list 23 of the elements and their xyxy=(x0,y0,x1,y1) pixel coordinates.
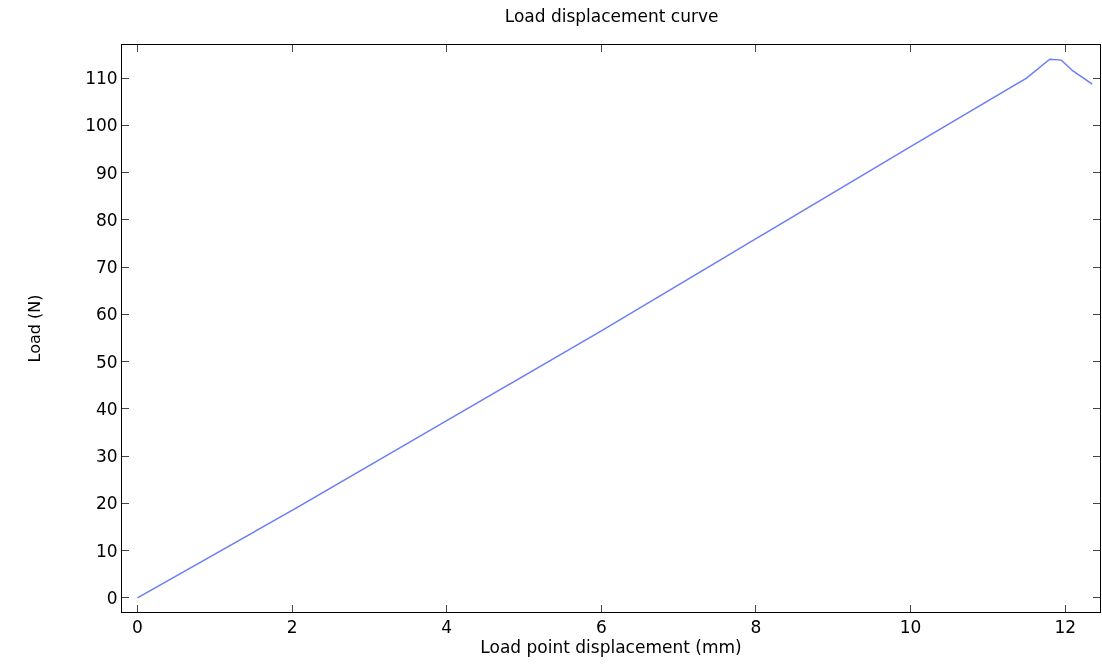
x-tick-label: 12 xyxy=(1054,617,1077,638)
x-tick-label: 10 xyxy=(899,617,922,638)
x-tick-label: 8 xyxy=(750,617,762,638)
y-tick-label: 60 xyxy=(95,304,118,325)
x-tick-label: 4 xyxy=(441,617,453,638)
x-axis-title: Load point displacement (mm) xyxy=(480,637,742,658)
line-series xyxy=(136,58,1094,599)
chart-title: Load displacement curve xyxy=(504,5,719,26)
y-tick-label: 70 xyxy=(95,257,118,278)
y-tick-label: 50 xyxy=(95,351,118,372)
x-tick-label: 6 xyxy=(595,617,607,638)
y-tick-label: 90 xyxy=(95,162,118,183)
y-axis-title: Load (N) xyxy=(25,294,45,363)
y-tick-label: 10 xyxy=(95,540,118,561)
x-tick-label: 2 xyxy=(286,617,298,638)
y-tick-label: 40 xyxy=(95,398,118,419)
y-tick-label: 20 xyxy=(95,493,118,514)
y-tick-label: 0 xyxy=(106,587,118,608)
y-tick-label: 100 xyxy=(85,115,118,136)
y-tick-label: 30 xyxy=(95,446,118,467)
y-tick-label: 110 xyxy=(85,68,118,89)
y-tick-label: 80 xyxy=(95,209,118,230)
x-tick-label: 0 xyxy=(132,617,143,638)
